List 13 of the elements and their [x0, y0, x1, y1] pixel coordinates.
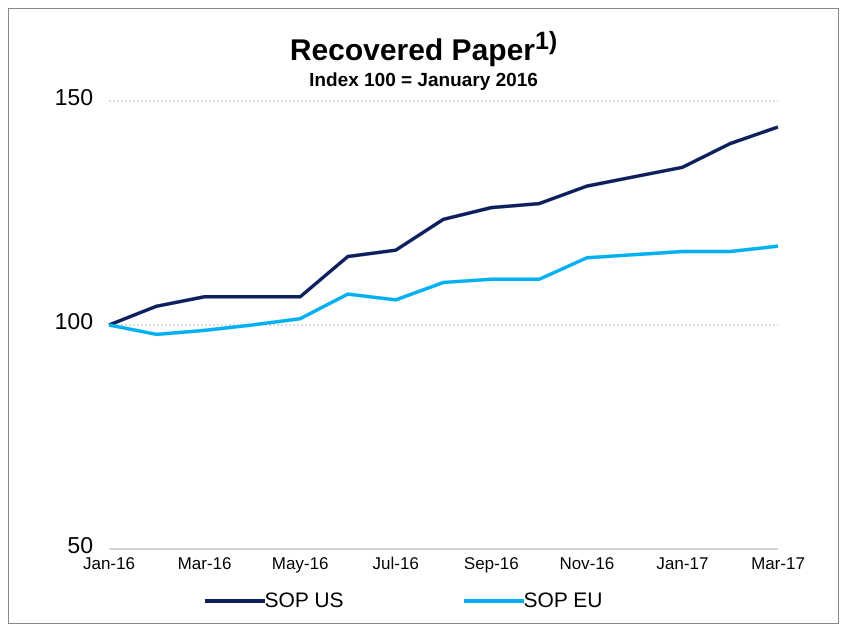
chart-subtitle: Index 100 = January 2016	[309, 70, 538, 91]
x-tick-label: Mar-17	[751, 554, 805, 574]
legend-label: SOP EU	[524, 589, 602, 613]
x-tick-label: Mar-16	[178, 554, 232, 574]
x-tick-label: Sep-16	[464, 554, 519, 574]
x-tick-label: Jul-16	[372, 554, 419, 574]
x-tick-label: Jan-17	[656, 554, 708, 574]
y-tick-label: 100	[54, 308, 93, 334]
x-tick-label: Nov-16	[559, 554, 614, 574]
y-tick-label: 150	[54, 84, 93, 110]
legend-label: SOP US	[264, 589, 344, 613]
chart-title: Recovered Paper$^{1)}$	[288, 27, 558, 68]
x-tick-label: May-16	[272, 554, 328, 574]
